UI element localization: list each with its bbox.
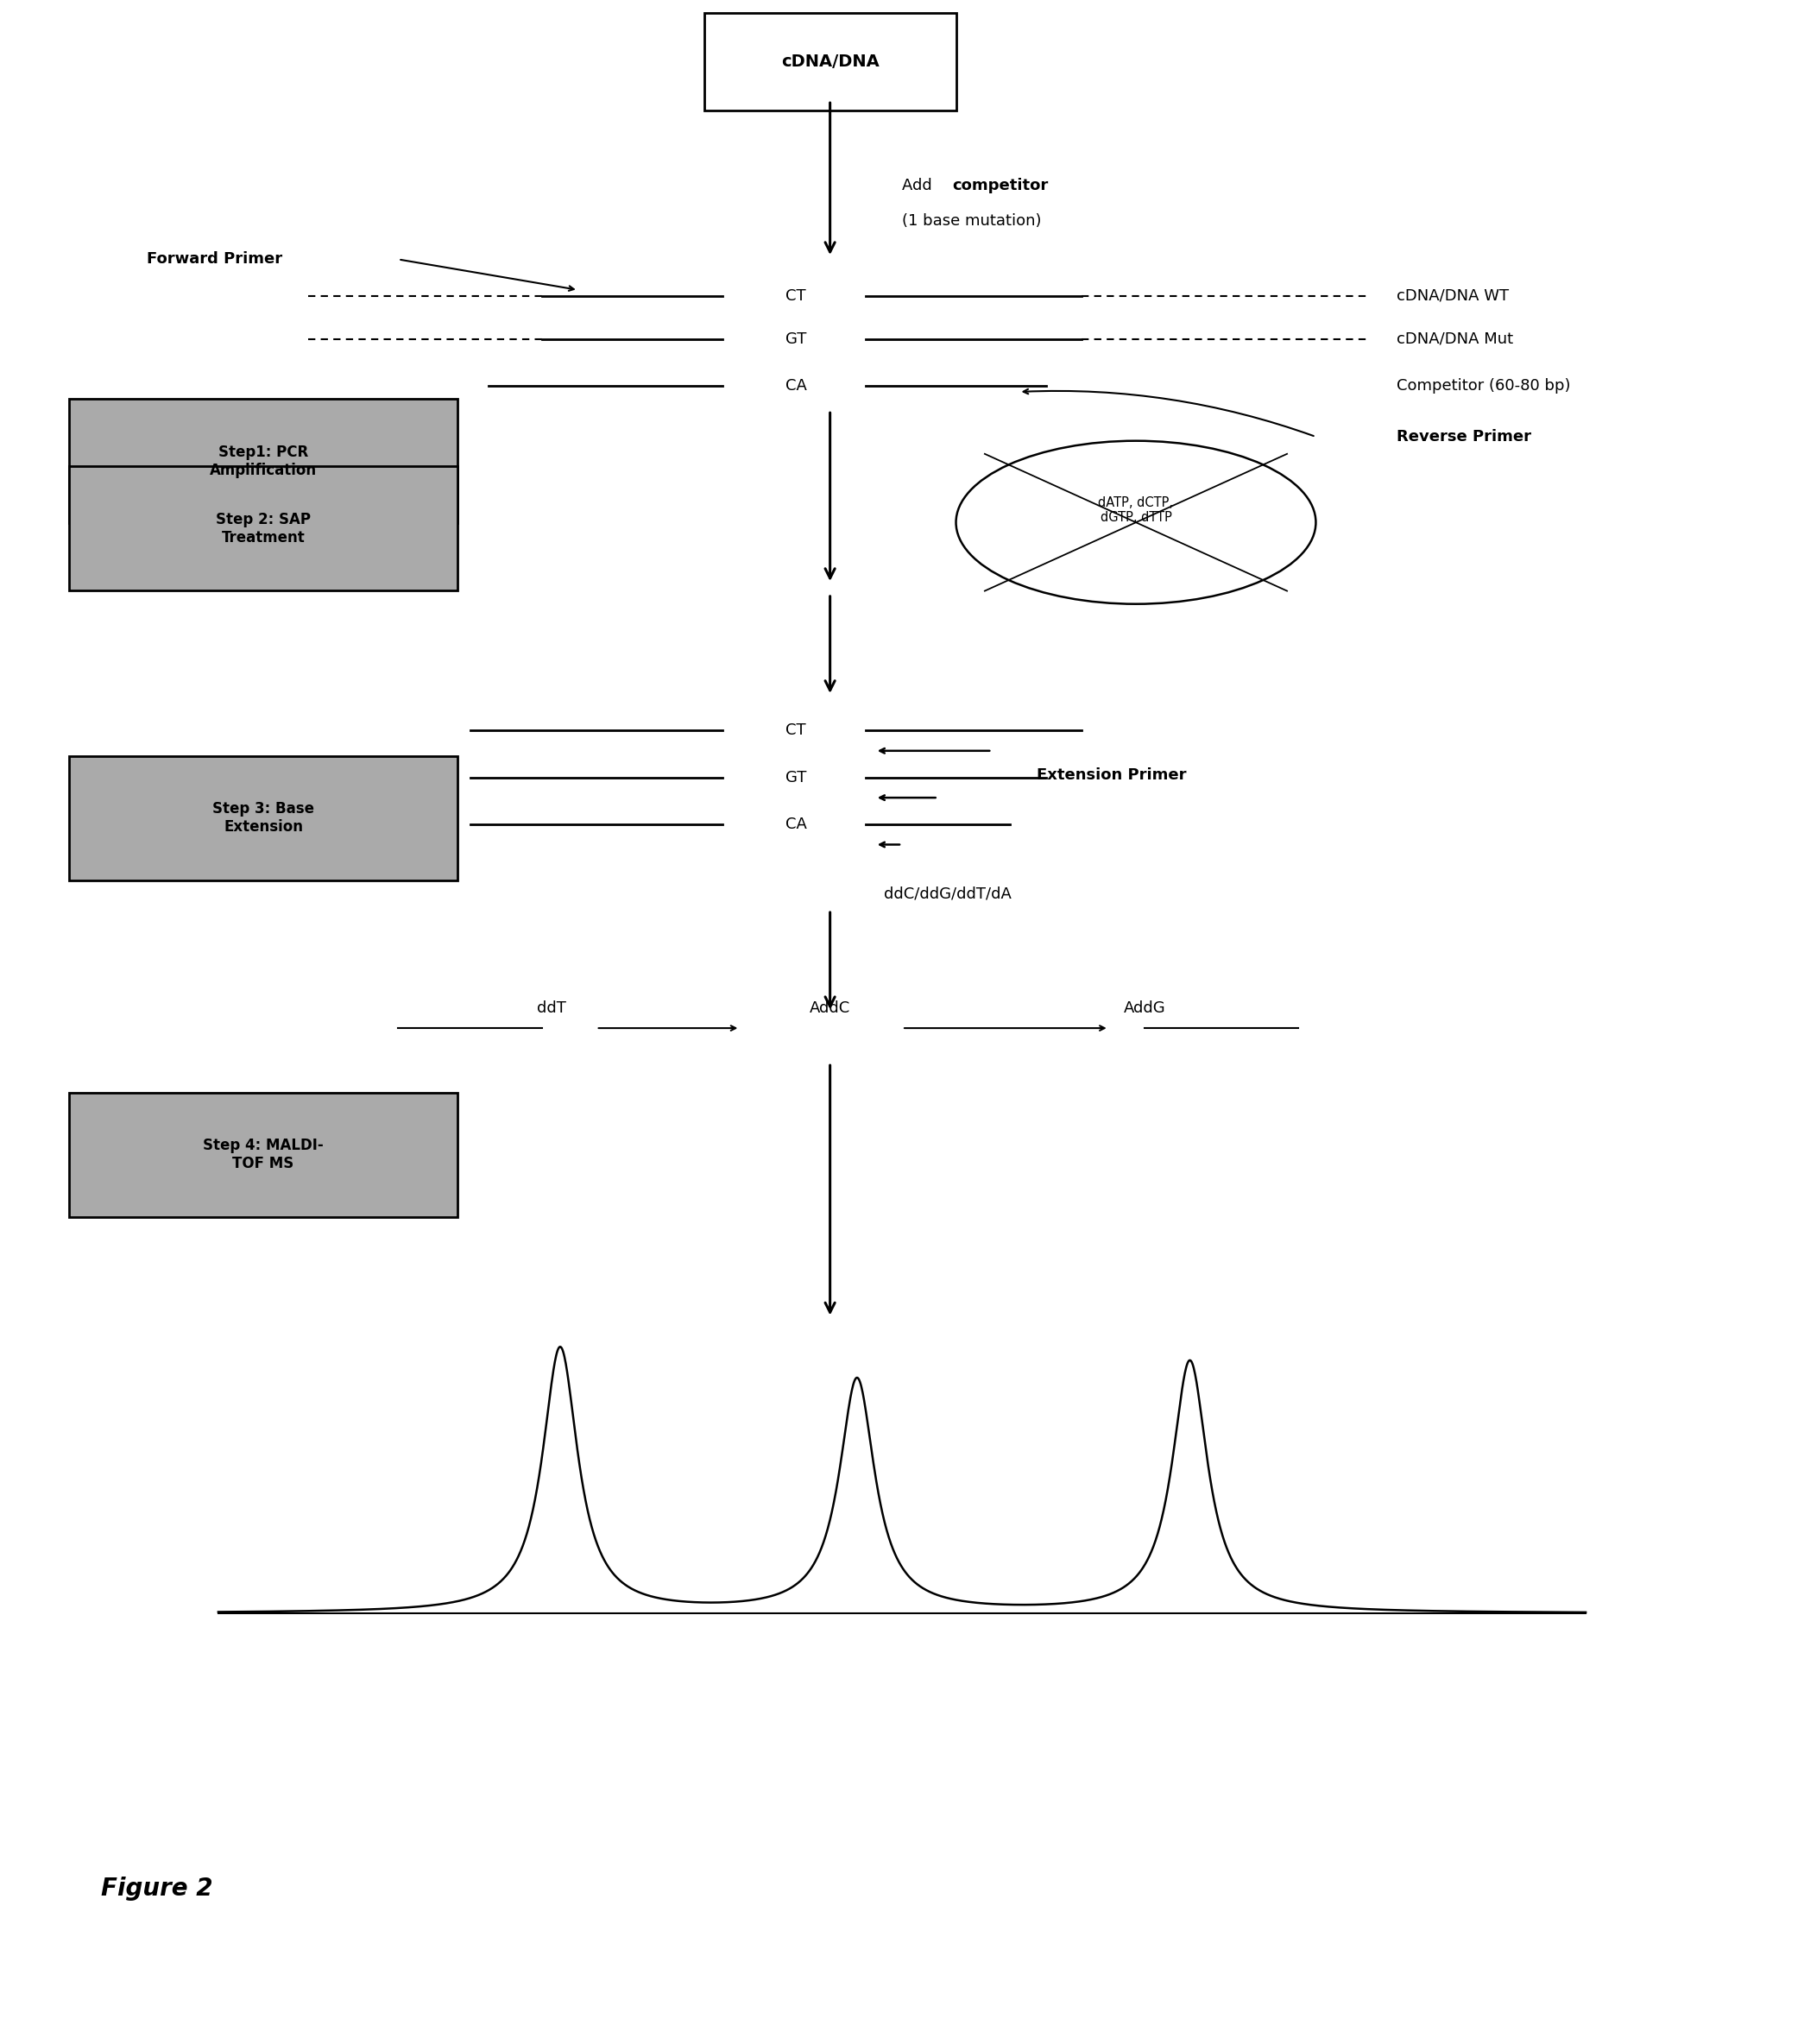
FancyBboxPatch shape bbox=[69, 1091, 458, 1216]
Text: AddC: AddC bbox=[810, 1000, 850, 1016]
Text: Step 3: Base
Extension: Step 3: Base Extension bbox=[213, 801, 314, 834]
Text: cDNA/DNA: cDNA/DNA bbox=[781, 53, 879, 69]
Text: Extension Primer: Extension Primer bbox=[1037, 766, 1187, 783]
Text: (1 base mutation): (1 base mutation) bbox=[902, 213, 1041, 229]
FancyBboxPatch shape bbox=[69, 466, 458, 591]
Text: Step 2: SAP
Treatment: Step 2: SAP Treatment bbox=[216, 511, 310, 546]
Text: ddT: ddT bbox=[536, 1000, 566, 1016]
FancyBboxPatch shape bbox=[704, 12, 956, 110]
Text: CT: CT bbox=[785, 724, 805, 738]
Text: Figure 2: Figure 2 bbox=[101, 1876, 213, 1901]
Text: cDNA/DNA Mut: cDNA/DNA Mut bbox=[1396, 331, 1514, 347]
Text: CA: CA bbox=[785, 378, 806, 394]
Text: Step1: PCR
Amplification: Step1: PCR Amplification bbox=[209, 444, 318, 478]
Text: ddC/ddG/ddT/dA: ddC/ddG/ddT/dA bbox=[884, 885, 1012, 901]
Text: Reverse Primer: Reverse Primer bbox=[1396, 429, 1532, 444]
Text: competitor: competitor bbox=[953, 178, 1048, 194]
Text: cDNA/DNA WT: cDNA/DNA WT bbox=[1396, 288, 1510, 305]
Text: Add: Add bbox=[902, 178, 936, 194]
FancyBboxPatch shape bbox=[69, 756, 458, 881]
Text: GT: GT bbox=[785, 331, 806, 347]
Text: CT: CT bbox=[785, 288, 805, 305]
Text: Forward Primer: Forward Primer bbox=[146, 251, 281, 268]
Text: dATP, dCTP,
dGTP, dTTP: dATP, dCTP, dGTP, dTTP bbox=[1099, 497, 1173, 523]
FancyBboxPatch shape bbox=[69, 399, 458, 523]
Text: CA: CA bbox=[785, 816, 806, 832]
Text: AddG: AddG bbox=[1124, 1000, 1165, 1016]
Ellipse shape bbox=[956, 442, 1315, 603]
Text: Competitor (60-80 bp): Competitor (60-80 bp) bbox=[1396, 378, 1571, 394]
Text: GT: GT bbox=[785, 769, 806, 785]
Text: Step 4: MALDI-
TOF MS: Step 4: MALDI- TOF MS bbox=[204, 1139, 323, 1171]
